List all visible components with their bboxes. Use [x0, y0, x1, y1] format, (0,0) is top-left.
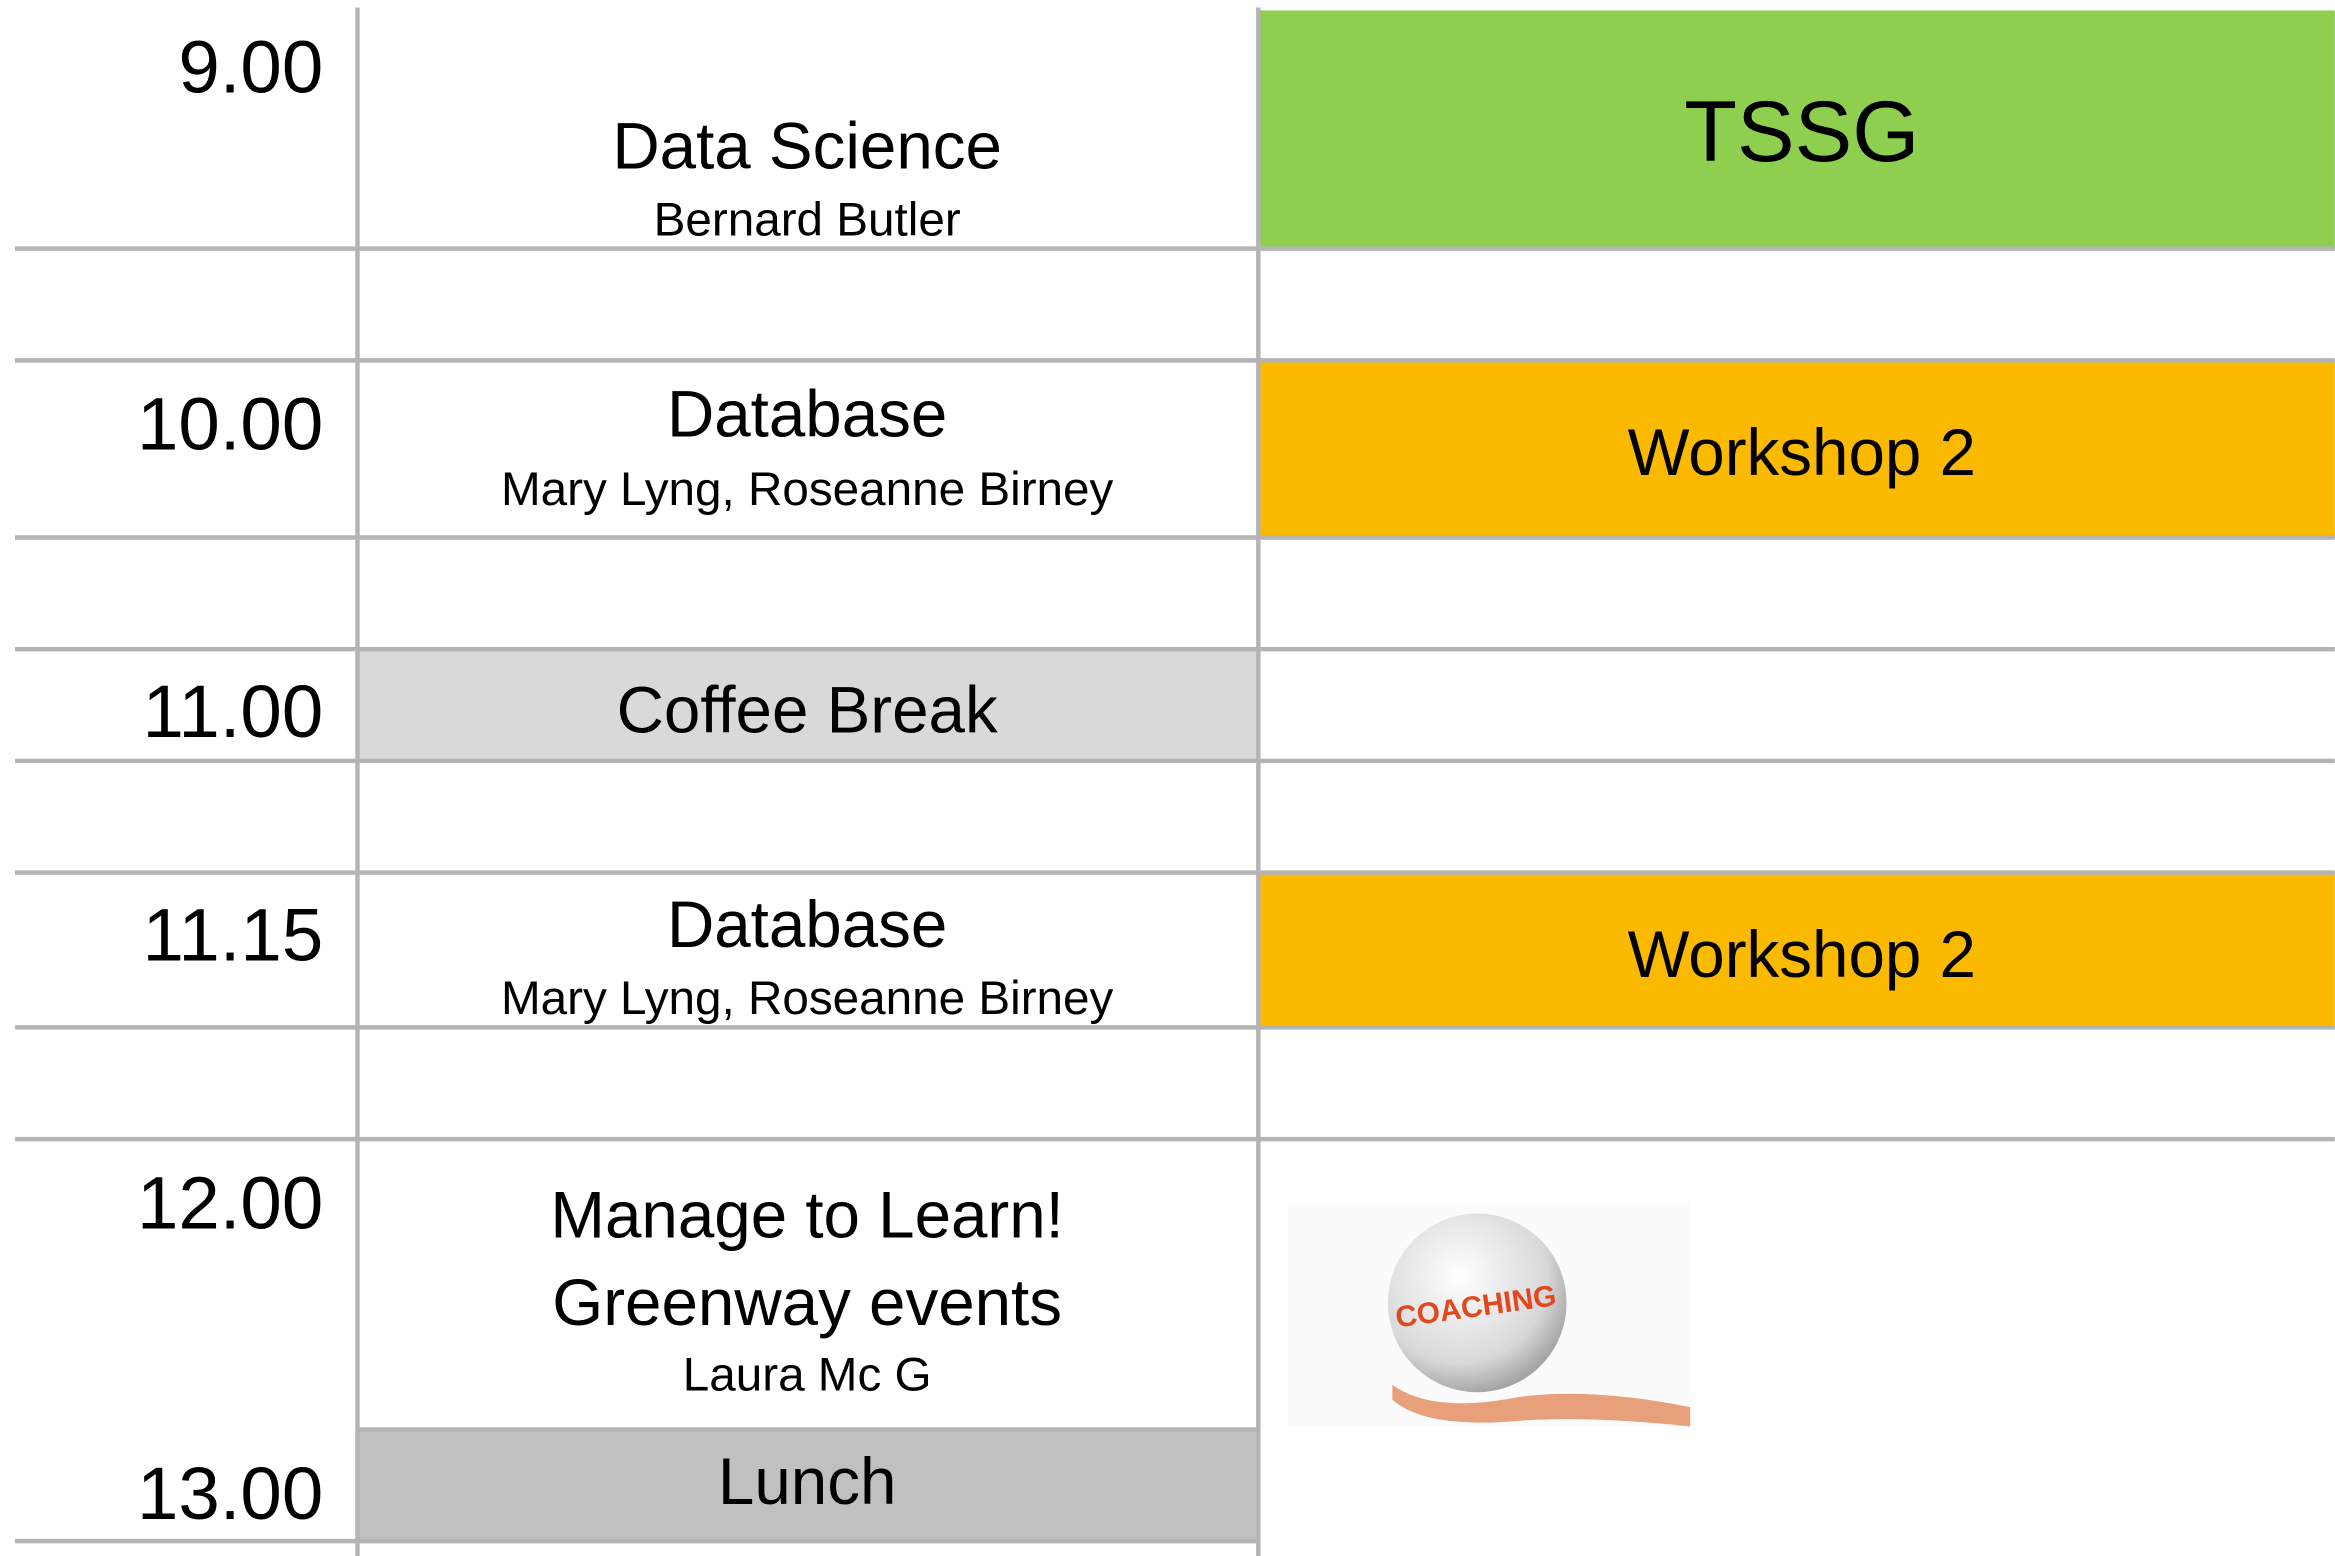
session-title: Database [667, 377, 947, 450]
tssg-block [1258, 10, 2335, 249]
presenter: Bernard Butler [654, 193, 961, 246]
time: 11.00 [142, 670, 323, 753]
coaching-image: COACHING [1288, 1203, 1691, 1427]
presenter: Laura Mc G [683, 1349, 932, 1402]
workshop-block [1258, 360, 2335, 538]
hand [1392, 1384, 1691, 1427]
grid [15, 7, 2335, 1556]
workshop-block [1258, 872, 2335, 1028]
coffee-block [357, 649, 1259, 761]
session-title: Lunch [718, 1445, 896, 1518]
lunch-block [357, 1429, 1259, 1542]
session-subtitle: Greenway events [552, 1266, 1062, 1339]
time: 9.00 [178, 25, 323, 108]
track-label: Workshop 2 [1628, 416, 1976, 489]
presenter: Mary Lyng, Roseanne Birney [501, 463, 1114, 516]
track-label: Workshop 2 [1628, 918, 1976, 991]
track-label: TSSG [1684, 84, 1919, 180]
session-title: Manage to Learn! [550, 1178, 1063, 1251]
session-title: Database [667, 888, 947, 961]
time: 12.00 [137, 1161, 323, 1244]
time: 11.15 [142, 893, 323, 976]
session-title: Data Science [612, 109, 1002, 182]
time: 10.00 [137, 383, 323, 466]
sphere [1387, 1213, 1567, 1393]
presenter: Mary Lyng, Roseanne Birney [501, 972, 1114, 1025]
session-title: Coffee Break [617, 674, 998, 747]
time: 13.00 [137, 1452, 323, 1535]
